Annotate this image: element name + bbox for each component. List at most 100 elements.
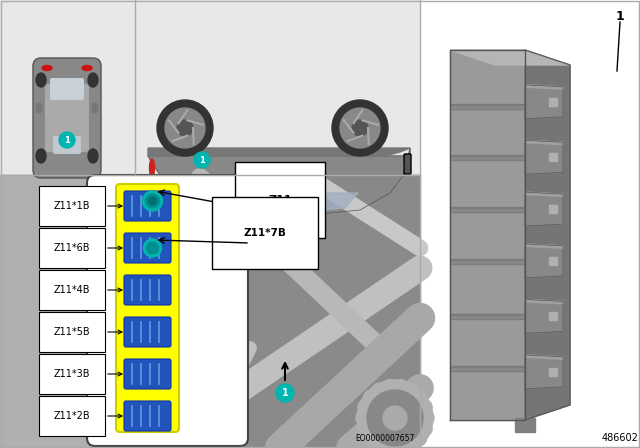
FancyBboxPatch shape: [124, 233, 171, 263]
Bar: [451, 314, 524, 319]
Circle shape: [194, 152, 210, 168]
Circle shape: [157, 100, 213, 156]
Text: Z11*3B: Z11*3B: [54, 369, 122, 379]
Polygon shape: [525, 299, 563, 333]
Text: Z11*7B: Z11*7B: [244, 228, 287, 238]
Bar: [549, 312, 557, 320]
Polygon shape: [525, 244, 563, 278]
Circle shape: [147, 242, 159, 254]
Ellipse shape: [408, 383, 417, 390]
Ellipse shape: [372, 383, 381, 390]
Bar: [451, 368, 524, 370]
Text: Z11*4B: Z11*4B: [54, 285, 122, 295]
Ellipse shape: [428, 413, 434, 423]
Circle shape: [165, 108, 205, 148]
Ellipse shape: [364, 437, 371, 445]
Polygon shape: [525, 140, 563, 174]
Bar: [549, 98, 557, 106]
Polygon shape: [525, 192, 563, 197]
FancyBboxPatch shape: [124, 359, 171, 389]
Polygon shape: [525, 140, 563, 145]
Polygon shape: [525, 299, 563, 304]
Text: Z11: Z11: [268, 195, 292, 205]
Ellipse shape: [426, 426, 432, 435]
Text: 1: 1: [199, 155, 205, 164]
Ellipse shape: [36, 103, 42, 113]
Polygon shape: [525, 50, 570, 420]
Bar: [0, 175, 155, 448]
Ellipse shape: [88, 149, 98, 163]
Polygon shape: [525, 355, 563, 359]
FancyBboxPatch shape: [53, 136, 81, 154]
Bar: [451, 105, 524, 108]
Ellipse shape: [404, 158, 410, 174]
Polygon shape: [525, 192, 563, 226]
Text: 1: 1: [616, 9, 625, 22]
Circle shape: [177, 120, 193, 136]
Circle shape: [145, 194, 159, 208]
Bar: [549, 205, 557, 213]
Circle shape: [357, 380, 433, 448]
Circle shape: [367, 390, 423, 446]
Text: Z11*5B: Z11*5B: [53, 327, 122, 337]
Bar: [155, 175, 420, 448]
Bar: [515, 418, 535, 432]
Bar: [0, 175, 420, 448]
Polygon shape: [525, 355, 563, 389]
Polygon shape: [248, 193, 295, 212]
FancyBboxPatch shape: [404, 154, 411, 174]
Bar: [451, 209, 524, 211]
Bar: [549, 153, 557, 161]
Ellipse shape: [419, 437, 426, 445]
Bar: [451, 207, 524, 212]
Polygon shape: [300, 193, 358, 212]
Ellipse shape: [82, 65, 92, 70]
Polygon shape: [525, 85, 563, 89]
FancyBboxPatch shape: [87, 175, 248, 446]
Circle shape: [352, 120, 368, 136]
Circle shape: [148, 197, 157, 205]
Ellipse shape: [88, 73, 98, 87]
Bar: [451, 155, 524, 160]
Ellipse shape: [150, 159, 154, 177]
Bar: [549, 257, 557, 265]
Circle shape: [340, 108, 380, 148]
Ellipse shape: [358, 426, 364, 435]
Ellipse shape: [364, 391, 371, 399]
Bar: [451, 103, 524, 108]
Bar: [451, 366, 524, 371]
Polygon shape: [188, 193, 242, 210]
Ellipse shape: [358, 401, 364, 410]
Bar: [0, 0, 135, 175]
FancyBboxPatch shape: [45, 84, 89, 152]
Text: Z11*6B: Z11*6B: [54, 243, 122, 253]
Polygon shape: [525, 244, 563, 248]
Text: 486602: 486602: [601, 433, 638, 443]
Polygon shape: [525, 85, 563, 119]
Ellipse shape: [419, 391, 426, 399]
Bar: [451, 261, 524, 263]
Circle shape: [59, 132, 75, 148]
Ellipse shape: [384, 379, 394, 386]
FancyBboxPatch shape: [116, 184, 179, 432]
FancyBboxPatch shape: [124, 275, 171, 305]
Bar: [450, 50, 525, 420]
Ellipse shape: [42, 65, 52, 70]
Ellipse shape: [372, 446, 381, 448]
Polygon shape: [148, 148, 410, 156]
Circle shape: [332, 100, 388, 156]
Text: Z11*2B: Z11*2B: [53, 411, 122, 421]
FancyBboxPatch shape: [158, 316, 202, 350]
Text: Z11*1B: Z11*1B: [54, 201, 122, 211]
Text: EO0000007657: EO0000007657: [356, 434, 415, 443]
Text: 1: 1: [64, 135, 70, 145]
Bar: [420, 0, 640, 448]
Ellipse shape: [36, 149, 46, 163]
Bar: [451, 316, 524, 319]
Text: 1: 1: [282, 388, 289, 398]
Circle shape: [143, 239, 161, 257]
FancyBboxPatch shape: [33, 58, 101, 178]
Bar: [135, 0, 420, 175]
FancyBboxPatch shape: [124, 317, 171, 347]
FancyBboxPatch shape: [153, 246, 207, 290]
